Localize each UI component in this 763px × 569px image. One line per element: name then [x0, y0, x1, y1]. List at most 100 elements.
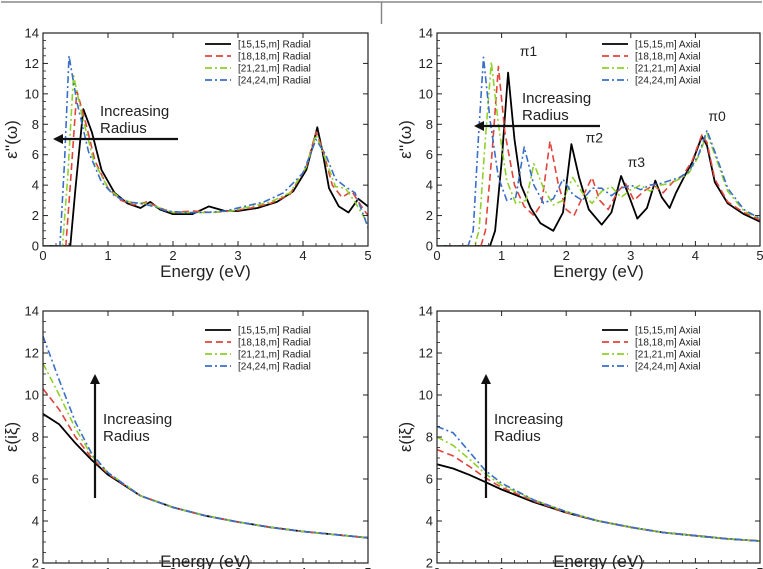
annotation-text: Increasing [100, 103, 169, 120]
y-tick-label: 4 [426, 178, 433, 193]
series-line-br-3 [437, 425, 760, 542]
y-tick-label: 6 [32, 472, 39, 487]
legend-entry: [15,15,m] Radial [238, 326, 311, 337]
legend-entry: [24,24,m] Radial [238, 76, 311, 87]
legend-entry: [15,15,m] Radial [238, 40, 311, 51]
y-axis-label: ε(iξ) [2, 422, 21, 452]
y-tick-label: 8 [426, 430, 433, 445]
y-tick-label: 14 [25, 26, 39, 41]
series-line-tr-2 [437, 61, 760, 246]
y-tick-label: 2 [426, 208, 433, 223]
legend-entry: [21,21,m] Axial [635, 350, 701, 361]
legend-entry: [18,18,m] Radial [238, 52, 311, 63]
annotation-text: Radius [100, 120, 147, 137]
y-tick-label: 12 [25, 346, 39, 361]
legend-entry: [18,18,m] Radial [238, 338, 311, 349]
annotation-text: Increasing [522, 90, 591, 107]
x-tick-label: 5 [364, 565, 371, 569]
y-axis-label: ε''(ω) [2, 120, 21, 159]
y-tick-label: 0 [32, 239, 39, 254]
peak-label: π1 [520, 43, 538, 59]
y-tick-label: 2 [32, 208, 39, 223]
annotation-text: Radius [103, 428, 150, 445]
plot-frame [42, 310, 369, 564]
peak-label: π0 [708, 108, 726, 124]
x-tick-label: 1 [104, 248, 111, 263]
legend-entry: [21,21,m] Radial [238, 64, 311, 75]
x-tick-label: 0 [433, 565, 440, 569]
y-tick-label: 8 [426, 117, 433, 132]
y-tick-label: 0 [426, 239, 433, 254]
annotation-text: Increasing [103, 411, 172, 428]
y-tick-label: 10 [419, 86, 433, 101]
y-tick-label: 14 [25, 304, 39, 319]
x-tick-label: 4 [299, 565, 306, 569]
series-line-bl-2 [43, 363, 368, 539]
series-line-tr-3 [437, 56, 760, 246]
legend-entry: [15,15,m] Axial [635, 40, 701, 51]
x-tick-label: 3 [234, 565, 241, 569]
annotation-text: Increasing [494, 411, 563, 428]
x-tick-label: 2 [563, 248, 570, 263]
legend-entry: [24,24,m] Axial [635, 362, 701, 373]
y-tick-label: 4 [426, 514, 433, 529]
y-axis-label: ε(iξ) [396, 422, 415, 452]
peak-label: π2 [586, 130, 604, 146]
x-axis-label: Energy (eV) [160, 552, 251, 569]
y-tick-label: 10 [25, 86, 39, 101]
series-line-bl-3 [43, 335, 368, 539]
legend-entry: [21,21,m] Radial [238, 350, 311, 361]
series-line-tl-0 [43, 108, 368, 246]
legend-entry: [15,15,m] Axial [635, 326, 701, 337]
series-line-br-2 [437, 436, 760, 542]
y-tick-label: 6 [426, 472, 433, 487]
peak-label: π3 [628, 154, 646, 170]
y-tick-label: 6 [32, 147, 39, 162]
y-tick-label: 12 [25, 56, 39, 71]
x-axis-label: Energy (eV) [160, 262, 251, 281]
legend-entry: [24,24,m] Axial [635, 76, 701, 87]
x-tick-label: 3 [627, 565, 634, 569]
x-tick-label: 4 [692, 248, 699, 263]
x-tick-label: 2 [169, 248, 176, 263]
x-tick-label: 0 [39, 565, 46, 569]
y-tick-label: 4 [32, 514, 39, 529]
y-tick-label: 10 [25, 388, 39, 403]
y-tick-label: 6 [426, 147, 433, 162]
y-tick-label: 2 [32, 556, 39, 569]
x-tick-label: 3 [234, 248, 241, 263]
series-line-tl-3 [43, 54, 368, 246]
series-line-tl-1 [43, 90, 368, 246]
x-tick-label: 4 [299, 248, 306, 263]
legend-entry: [21,21,m] Axial [635, 64, 701, 75]
y-tick-label: 14 [419, 304, 433, 319]
x-axis-label: Energy (eV) [553, 552, 644, 569]
x-tick-label: 2 [563, 565, 570, 569]
series-line-bl-0 [43, 413, 368, 539]
x-tick-label: 5 [756, 565, 763, 569]
x-axis-label: Energy (eV) [553, 262, 644, 281]
series-line-tr-1 [437, 65, 760, 246]
x-tick-label: 4 [692, 565, 699, 569]
x-tick-label: 0 [39, 248, 46, 263]
y-tick-label: 4 [32, 178, 39, 193]
legend-entry: [24,24,m] Radial [238, 362, 311, 373]
x-tick-label: 0 [433, 248, 440, 263]
legend-entry: [18,18,m] Axial [635, 52, 701, 63]
x-tick-label: 1 [498, 248, 505, 263]
x-tick-label: 1 [498, 565, 505, 569]
annotation-text: Radius [494, 428, 541, 445]
x-tick-label: 3 [627, 248, 634, 263]
series-line-tl-2 [43, 74, 368, 246]
series-line-tr-0 [437, 71, 760, 246]
y-tick-label: 8 [32, 117, 39, 132]
x-tick-label: 5 [756, 248, 763, 263]
x-tick-label: 5 [364, 248, 371, 263]
y-tick-label: 8 [32, 430, 39, 445]
legend-entry: [18,18,m] Axial [635, 338, 701, 349]
